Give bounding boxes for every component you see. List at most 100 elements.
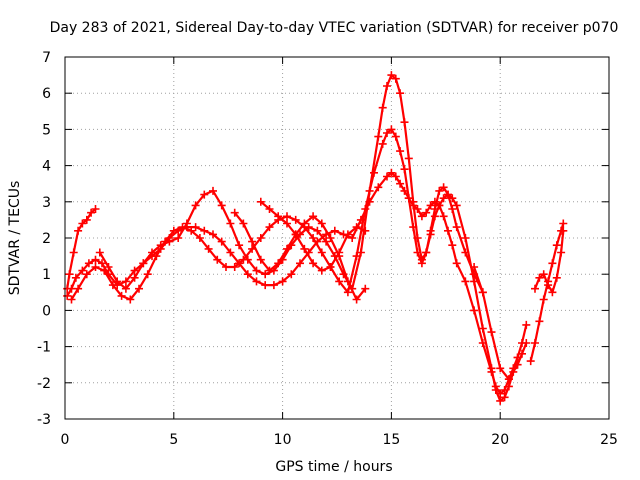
data-point <box>409 197 418 206</box>
data-point <box>274 259 283 268</box>
data-point <box>559 226 568 235</box>
data-point <box>300 219 309 228</box>
x-tick-labels: 0 5 10 15 20 25 <box>61 432 618 448</box>
data-point <box>74 226 83 235</box>
data-point <box>209 230 217 239</box>
data-point <box>417 212 426 221</box>
data-point <box>200 226 209 235</box>
data-point <box>522 320 531 329</box>
data-point <box>539 295 548 304</box>
data-point <box>518 349 526 358</box>
data-point <box>98 259 106 268</box>
data-point <box>91 255 100 264</box>
data-point <box>291 215 300 224</box>
data-point <box>422 248 431 257</box>
data-point <box>439 183 448 192</box>
y-tick-label: 3 <box>42 195 51 211</box>
data-point <box>239 219 248 228</box>
data-point <box>404 194 413 203</box>
data-point <box>361 226 370 235</box>
data-point <box>113 277 122 286</box>
data-point <box>444 190 452 199</box>
y-axis-label: SDTVAR / TECUs <box>7 181 23 296</box>
data-point <box>335 248 344 257</box>
data-point <box>187 226 196 235</box>
data-point <box>230 263 239 271</box>
data-point <box>504 375 513 384</box>
data-point <box>148 248 156 257</box>
data-point <box>400 118 409 127</box>
y-tick-label: 5 <box>42 122 51 138</box>
data-point <box>356 248 365 257</box>
data-point <box>226 248 235 257</box>
data-point <box>500 393 509 402</box>
data-point <box>387 168 396 177</box>
x-tick-label: 10 <box>274 432 292 448</box>
data-point <box>391 74 400 83</box>
y-tick-label: -2 <box>37 376 51 392</box>
data-point <box>309 234 318 242</box>
data-point <box>396 179 405 188</box>
data-point <box>143 270 152 279</box>
y-tick-label: 4 <box>42 159 51 175</box>
data-point <box>195 234 204 242</box>
data-point <box>352 295 361 304</box>
data-point <box>226 219 235 228</box>
data-point <box>248 237 257 246</box>
data-point <box>152 252 161 261</box>
data-point <box>326 234 335 242</box>
data-point <box>84 259 93 268</box>
y-tick-label: -3 <box>37 412 51 428</box>
series-track-g <box>470 263 531 384</box>
data-point <box>261 270 270 279</box>
data-point <box>400 165 409 174</box>
series-track-a <box>63 205 100 293</box>
x-tick-label: 5 <box>169 432 178 448</box>
data-point <box>322 237 331 246</box>
y-tick-label: 0 <box>42 303 51 319</box>
data-point <box>487 364 496 373</box>
data-point <box>444 226 452 235</box>
data-point <box>439 194 448 203</box>
data-point <box>452 201 461 210</box>
data-point <box>74 284 83 293</box>
data-point <box>391 132 400 141</box>
data-point <box>309 259 318 268</box>
series-track-b <box>63 168 522 398</box>
data-point <box>191 201 200 210</box>
data-point <box>396 89 405 98</box>
y-tick-label: -1 <box>37 340 51 356</box>
data-point <box>413 234 422 242</box>
data-point <box>91 205 100 213</box>
data-point <box>387 71 396 80</box>
data-point <box>383 129 391 137</box>
data-point <box>283 212 291 221</box>
data-point <box>213 255 222 264</box>
data-point <box>71 273 80 282</box>
data-point <box>261 281 270 290</box>
data-point <box>548 259 557 268</box>
data-point <box>531 339 539 347</box>
plot-frame <box>64 56 610 420</box>
data-point <box>317 219 326 228</box>
data-point <box>309 212 318 221</box>
y-tick-label: 6 <box>42 86 51 102</box>
data-point <box>130 273 139 282</box>
data-point <box>383 172 391 181</box>
data-point <box>461 234 470 242</box>
series-track-i <box>531 226 568 297</box>
data-point <box>291 230 300 239</box>
data-point <box>470 263 479 271</box>
data-point <box>287 270 296 279</box>
data-point <box>430 205 439 213</box>
data-point <box>130 266 139 275</box>
chart-title: Day 283 of 2021, Sidereal Day-to-day VTE… <box>50 20 619 36</box>
data-point <box>135 284 143 293</box>
data-point <box>209 186 217 195</box>
grid-lines <box>65 57 609 419</box>
data-point <box>256 197 265 206</box>
data-point <box>256 255 265 264</box>
data-point <box>391 172 400 181</box>
data-point <box>448 205 457 213</box>
data-point <box>435 186 444 195</box>
